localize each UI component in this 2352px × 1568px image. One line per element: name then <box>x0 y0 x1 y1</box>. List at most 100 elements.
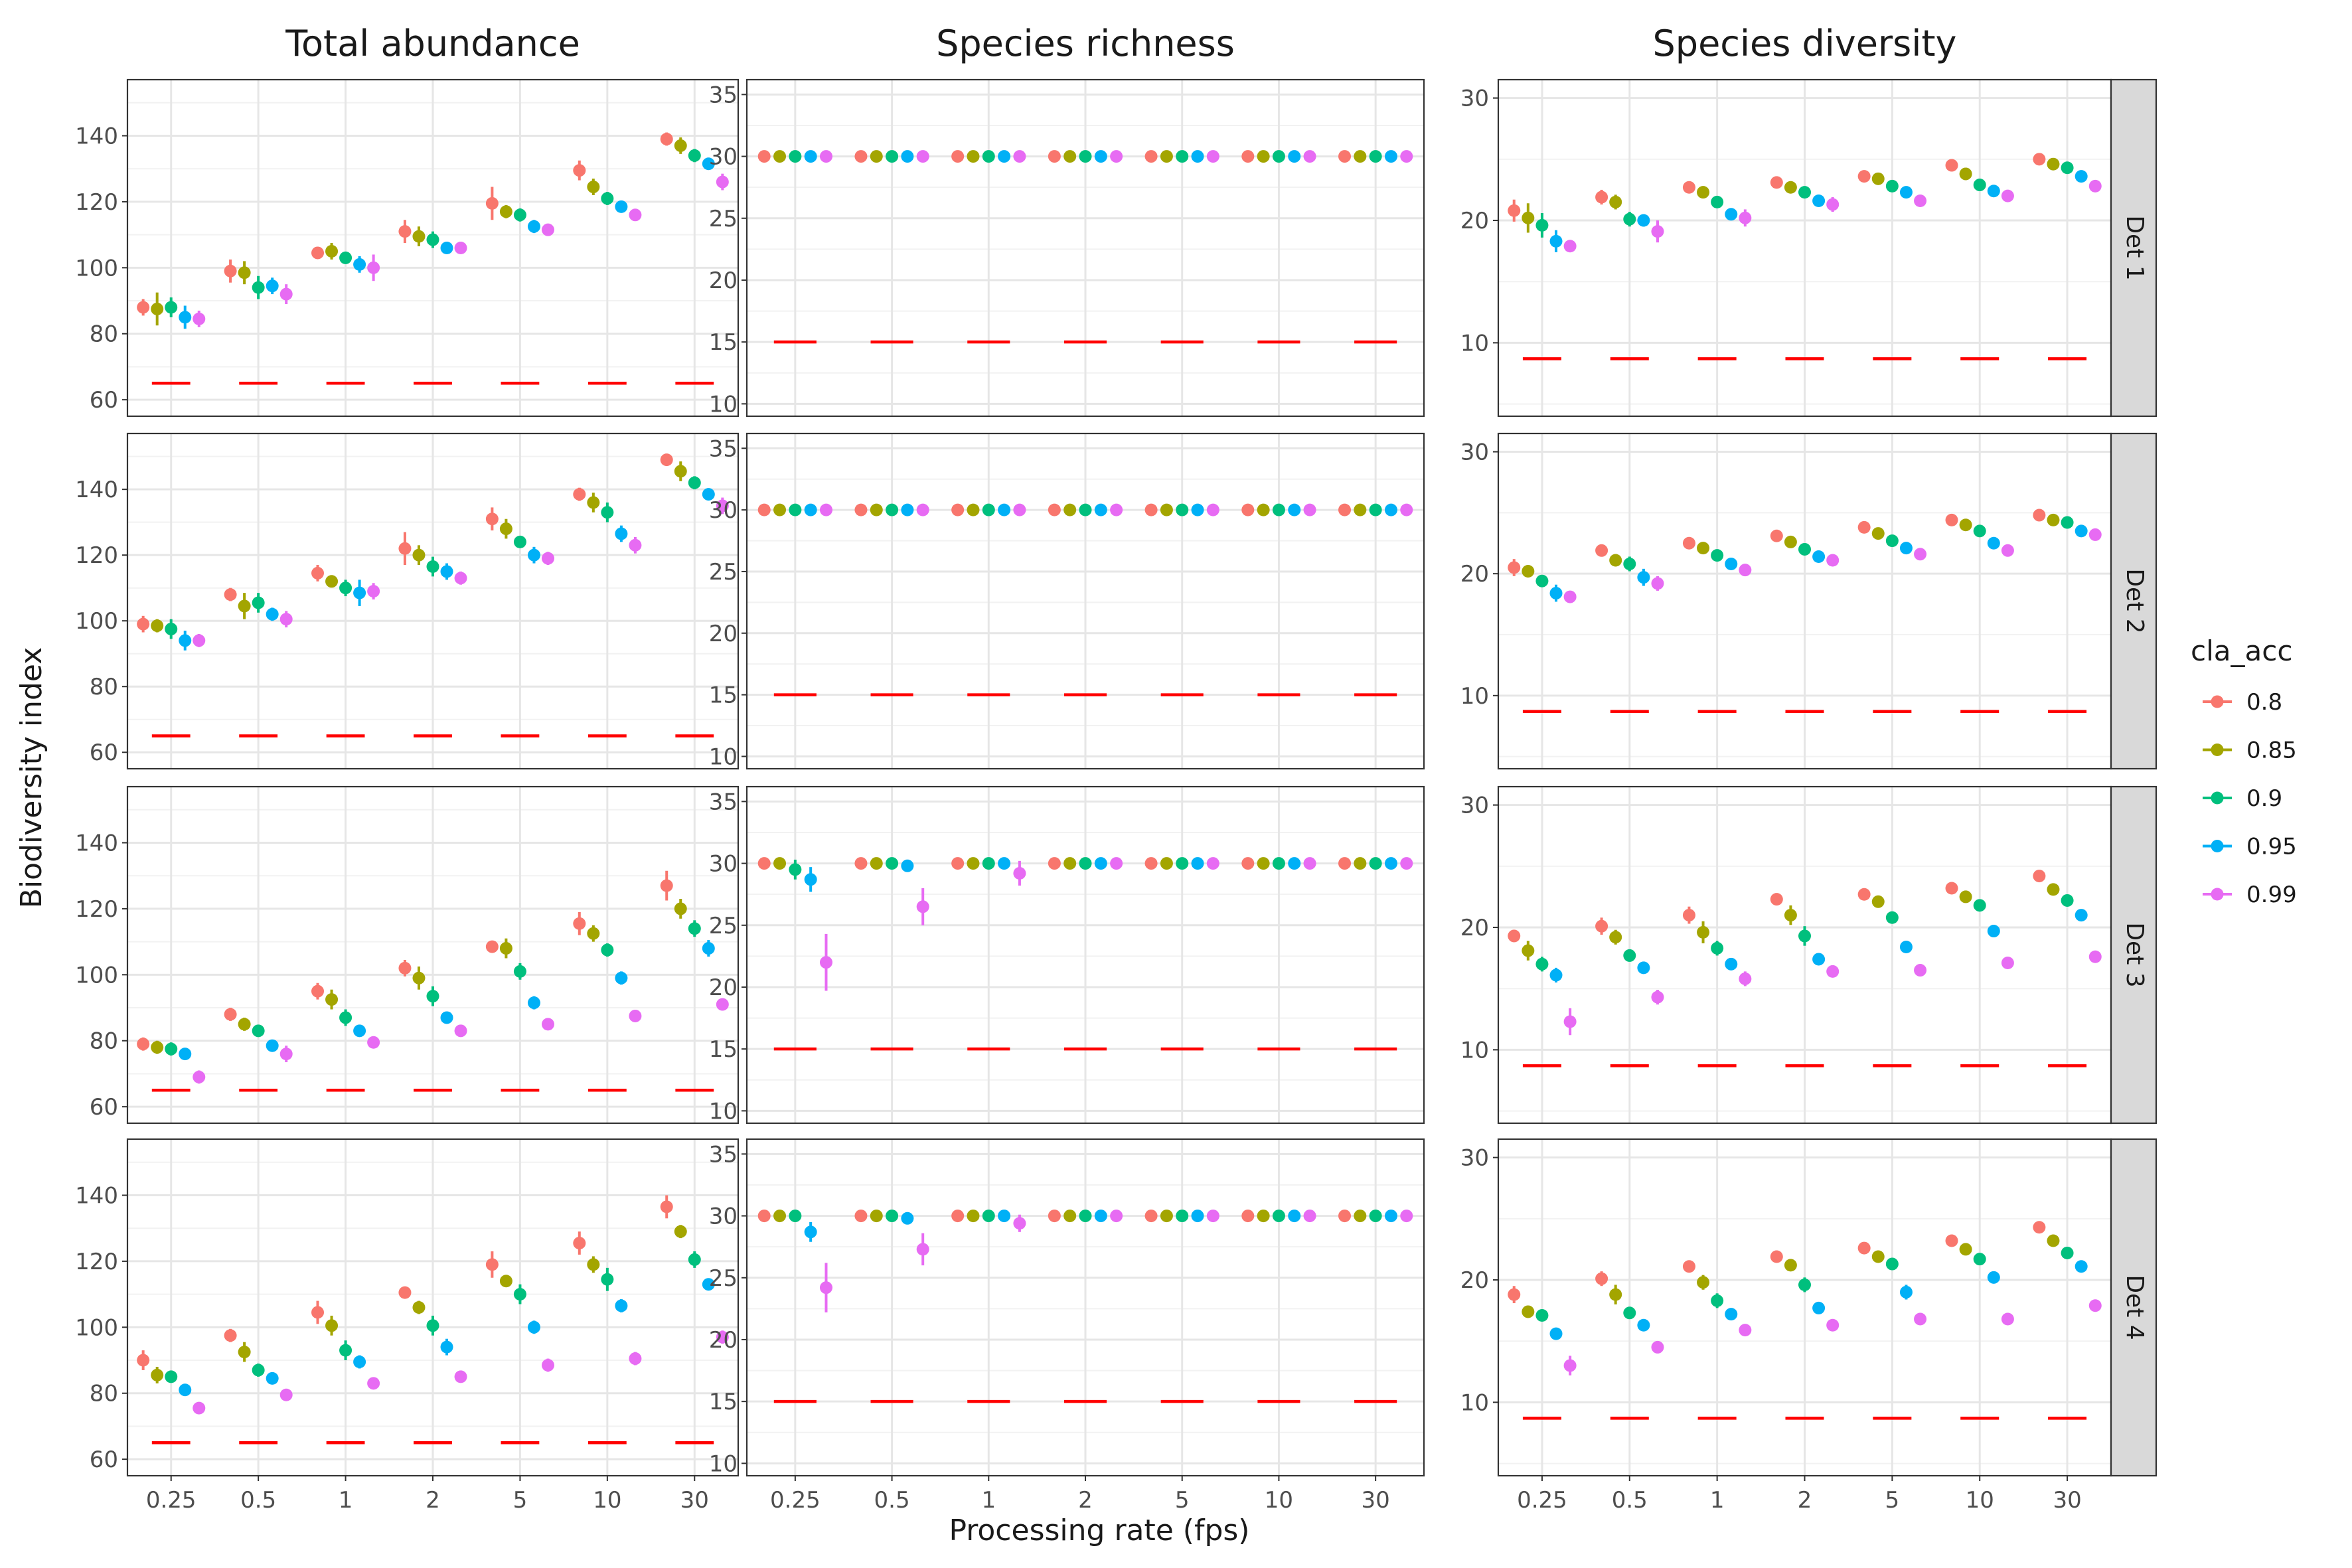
data-point <box>819 503 832 516</box>
data-point <box>339 1344 353 1357</box>
data-point <box>440 1340 453 1354</box>
data-point <box>1770 529 1783 542</box>
x-tick-label: 2 <box>426 1487 440 1514</box>
y-tick-label: 10 <box>709 1450 738 1477</box>
data-point <box>485 196 499 210</box>
data-point <box>1013 866 1026 880</box>
data-point <box>279 613 293 626</box>
data-point <box>1563 590 1577 603</box>
data-point <box>1987 536 2000 550</box>
data-point <box>1522 1305 1535 1318</box>
data-point <box>1094 503 1107 516</box>
data-point <box>1522 565 1535 578</box>
data-point <box>1063 1210 1077 1223</box>
data-point <box>804 873 817 886</box>
data-point <box>137 1038 150 1051</box>
y-tick-label: 20 <box>1460 1267 1489 1294</box>
data-point <box>440 565 453 578</box>
data-point <box>716 175 729 189</box>
facet-strip-label: Det 4 <box>2121 1275 2148 1340</box>
data-point <box>1144 857 1158 870</box>
data-point <box>325 244 339 258</box>
data-point <box>886 503 899 516</box>
data-point <box>224 588 237 601</box>
data-point <box>1160 1210 1173 1223</box>
data-point <box>1400 857 1413 870</box>
panel-0-1: 60 80 100 120 140 <box>75 432 740 770</box>
data-point <box>1354 150 1367 163</box>
data-point <box>1508 204 1521 217</box>
data-point <box>1623 557 1636 570</box>
data-point <box>819 150 832 163</box>
data-point <box>2075 1260 2088 1273</box>
data-point <box>485 1258 499 1271</box>
y-tick-label: 30 <box>1460 86 1489 112</box>
data-point <box>1535 1308 1549 1322</box>
data-point <box>886 857 899 870</box>
data-point <box>601 192 614 205</box>
data-point <box>2088 950 2102 963</box>
y-tick-label: 20 <box>1460 561 1489 588</box>
data-point <box>1725 557 1738 570</box>
data-point <box>702 157 715 171</box>
data-point <box>426 1319 439 1332</box>
data-point <box>615 527 628 540</box>
data-point <box>1013 1217 1026 1230</box>
data-point <box>513 208 526 222</box>
panel-0-2: 60 80 100 120 140 <box>75 785 740 1125</box>
data-point <box>573 917 586 930</box>
data-point <box>179 1048 192 1061</box>
data-point <box>1987 1271 2000 1284</box>
legend-item: 0.85 <box>2203 738 2297 764</box>
data-point <box>398 225 412 238</box>
data-point <box>1206 503 1219 516</box>
panel-border <box>126 785 740 1125</box>
y-tick-label: 25 <box>709 559 738 586</box>
data-point <box>1176 150 1189 163</box>
data-point <box>1812 1301 1826 1314</box>
data-point <box>870 857 883 870</box>
data-point <box>573 488 586 501</box>
data-point <box>1400 150 1413 163</box>
data-point <box>1623 212 1636 226</box>
data-point <box>615 1299 628 1312</box>
data-point <box>773 150 787 163</box>
data-point <box>2047 157 2060 171</box>
data-point <box>967 150 980 163</box>
data-point <box>541 223 554 236</box>
y-tick-label: 140 <box>75 123 118 150</box>
data-point <box>870 150 883 163</box>
data-point <box>757 857 771 870</box>
data-point <box>454 1370 467 1383</box>
data-point <box>311 246 325 260</box>
data-point <box>1338 150 1352 163</box>
data-point <box>716 998 729 1011</box>
data-point <box>1973 1253 1986 1266</box>
data-point <box>1288 503 1301 516</box>
x-tick-label: 0.25 <box>770 1487 821 1514</box>
y-tick-label: 10 <box>709 1098 738 1125</box>
data-point <box>819 1281 832 1294</box>
data-point <box>1987 185 2000 198</box>
data-point <box>224 264 237 277</box>
data-point <box>2033 153 2046 166</box>
y-tick-label: 25 <box>709 913 738 939</box>
legend-item: 0.8 <box>2203 689 2282 716</box>
data-point <box>193 1401 206 1415</box>
data-point <box>1623 1306 1636 1320</box>
legend-item: 0.99 <box>2203 882 2297 908</box>
data-point <box>1369 1210 1382 1223</box>
data-point <box>916 900 929 913</box>
data-point <box>398 961 412 975</box>
data-point <box>279 1048 293 1061</box>
data-point <box>886 150 899 163</box>
data-point <box>2061 1246 2074 1259</box>
data-point <box>998 150 1011 163</box>
data-point <box>224 1008 237 1021</box>
x-tick-label: 0.5 <box>240 1487 276 1514</box>
y-tick-label: 20 <box>709 1327 738 1354</box>
data-point <box>1303 857 1316 870</box>
data-point <box>1241 1210 1255 1223</box>
y-tick-label: 30 <box>709 1204 738 1230</box>
